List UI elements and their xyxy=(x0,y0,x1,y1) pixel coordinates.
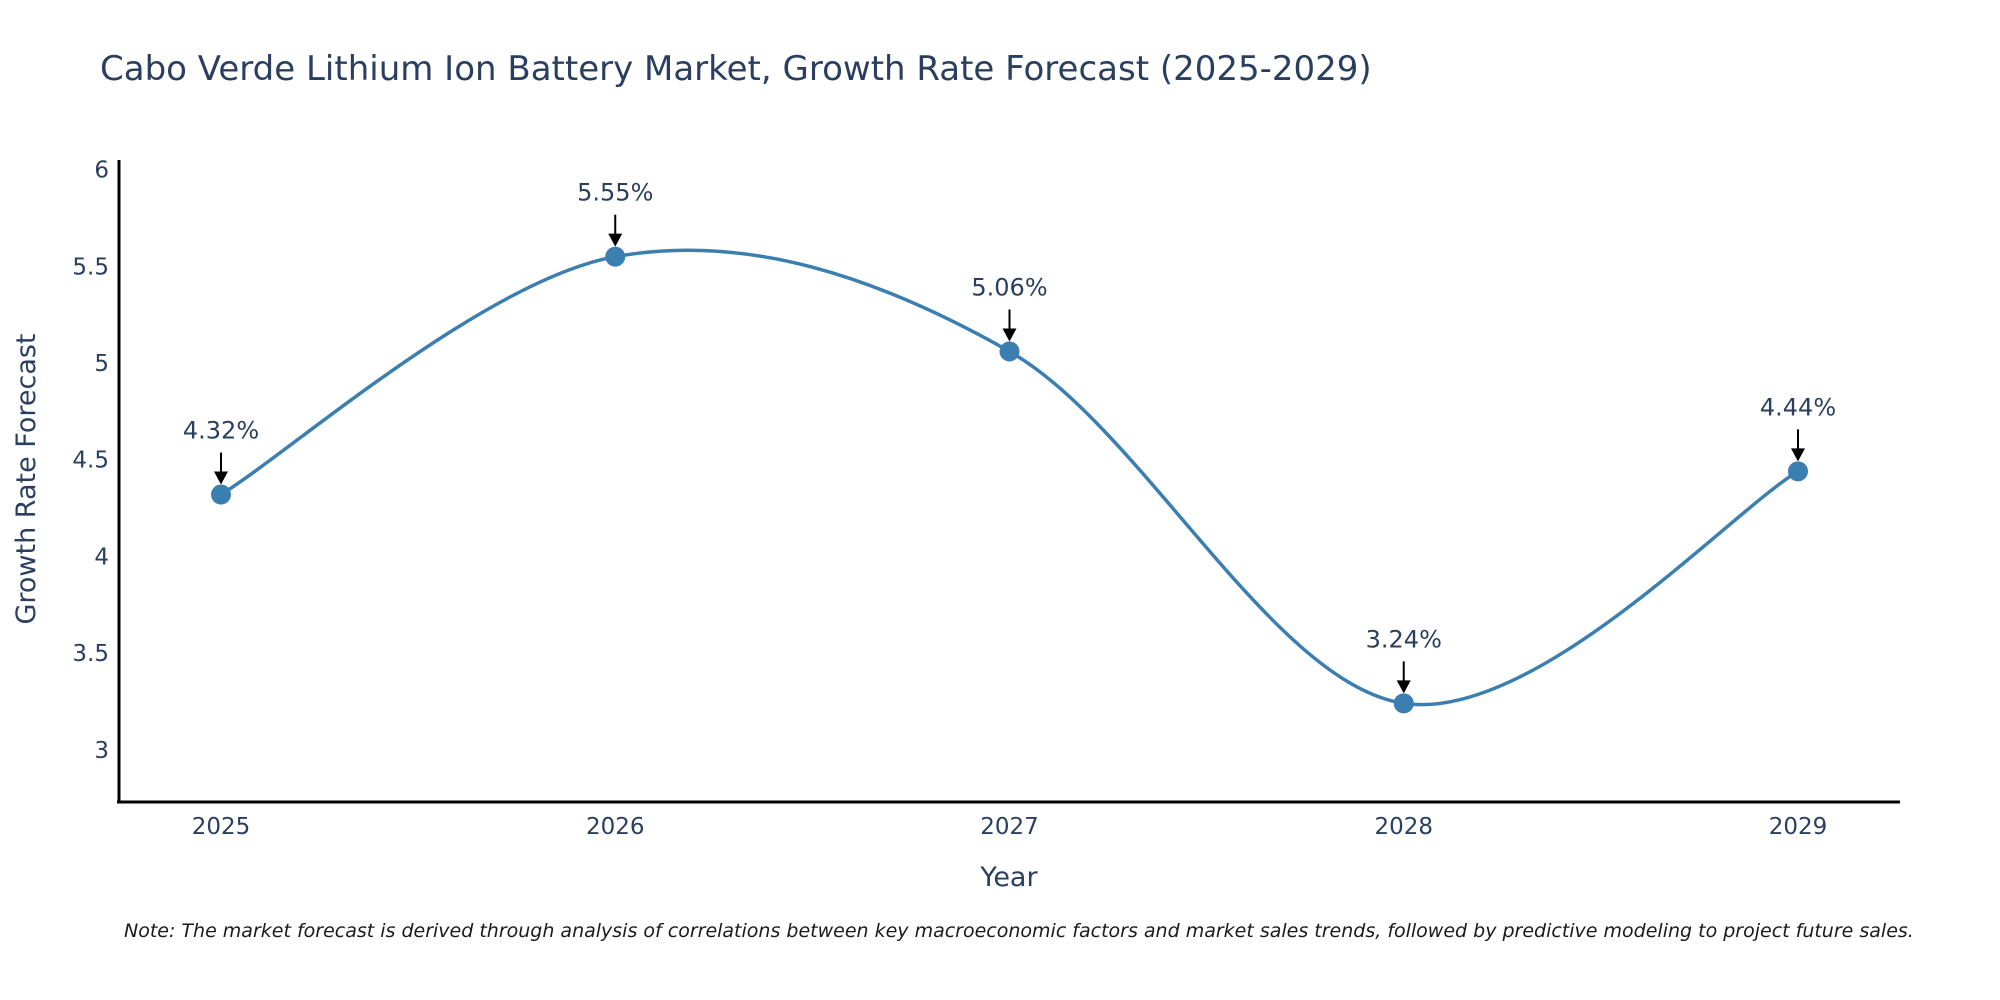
x-tick-label: 2028 xyxy=(1374,814,1433,840)
annotation-arrow-head xyxy=(608,233,623,247)
data-label: 4.32% xyxy=(183,417,259,445)
footnote: Note: The market forecast is derived thr… xyxy=(124,920,1914,942)
x-tick-label: 2026 xyxy=(586,814,645,840)
data-point xyxy=(999,341,1020,362)
data-annotations: 4.32% 5.55% 5.06% 3.24% 4.44% xyxy=(183,179,1836,694)
data-point xyxy=(1393,693,1414,714)
x-axis-title: Year xyxy=(979,862,1038,893)
y-tick-label: 6 xyxy=(94,158,109,184)
y-tick-label: 4 xyxy=(94,544,109,570)
x-tick-label: 2027 xyxy=(980,814,1039,840)
data-label: 5.55% xyxy=(577,179,653,207)
x-tick-label: 2025 xyxy=(192,814,251,840)
y-axis-ticks: 3 3.5 4 4.5 5 5.5 6 xyxy=(72,158,109,764)
series-line xyxy=(220,248,1799,707)
annotation-arrow-head xyxy=(1791,448,1805,462)
x-axis-ticks: 2025 2026 2027 2028 2029 xyxy=(192,814,1828,840)
x-tick-label: 2029 xyxy=(1769,814,1828,840)
y-tick-label: 3.5 xyxy=(72,641,109,667)
data-point xyxy=(1788,461,1808,482)
annotation-arrow-head xyxy=(214,471,228,485)
y-tick-label: 5.5 xyxy=(72,254,109,280)
annotation-arrow-head xyxy=(1396,680,1411,694)
data-point xyxy=(605,246,626,267)
y-tick-label: 3 xyxy=(94,738,109,764)
y-tick-label: 4.5 xyxy=(72,448,109,474)
annotation-arrow-head xyxy=(1002,328,1017,342)
chart-title: Cabo Verde Lithium Ion Battery Market, G… xyxy=(100,49,1372,89)
y-tick-label: 5 xyxy=(94,351,109,377)
y-axis-title: Growth Rate Forecast xyxy=(11,333,42,624)
data-points xyxy=(211,246,1808,714)
data-point xyxy=(211,484,231,505)
data-label: 5.06% xyxy=(971,273,1047,301)
data-label: 3.24% xyxy=(1366,625,1442,653)
data-label: 4.44% xyxy=(1760,393,1836,421)
